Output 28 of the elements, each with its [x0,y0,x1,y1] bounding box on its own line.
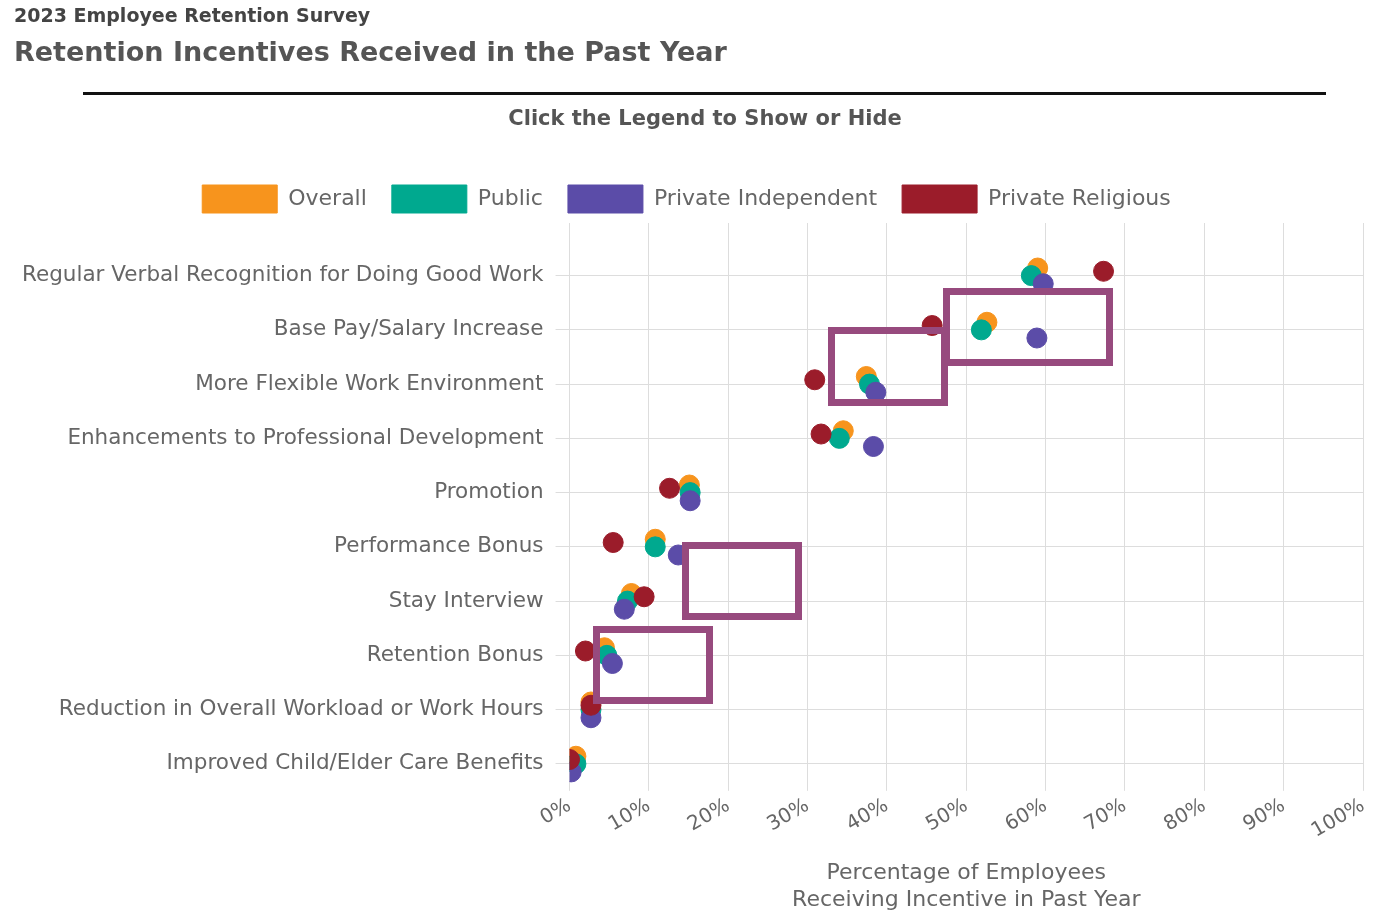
y-tick-label: Reduction in Overall Workload or Work Hours [58,695,544,721]
legend-label: Private Independent [653,184,878,210]
x-axis-title: Percentage of Employees Receiving Incentive in Past Year [792,859,1142,911]
x-tick-label: 10% [603,792,654,836]
x-tick-label: 60% [1000,792,1051,836]
y-tick-label: Improved Child/Elder Care Benefits [166,749,544,775]
y-tick-label: More Flexible Work Environment [195,369,544,395]
x-tick-label: 20% [682,792,734,836]
chart-title: Retention Incentives Received in the Past Year [14,36,727,67]
legend-label: Private Religious [988,184,1171,210]
x-tick-label: 90% [1238,792,1289,836]
legend-label: Overall [288,184,367,210]
x-tick-label: 40% [841,792,893,836]
y-tick-label: Retention Bonus [366,640,544,666]
text: 2023 Employee Retention Survey [14,4,371,26]
legend-label: Public [477,184,543,210]
y-tick-label: Performance Bonus [334,532,544,558]
y-tick-label: Enhancements to Professional Development [67,423,544,449]
x-tick-label: 70% [1079,792,1131,836]
x-tick-label: 30% [762,792,813,836]
y-tick-label: Promotion [434,478,544,504]
x-tick-label: 0% [535,792,575,829]
y-tick-label: Base Pay/Salary Increase [273,315,544,341]
x-tick-label: 80% [1158,792,1210,836]
y-tick-label: Regular Verbal Recognition for Doing Good Work [21,261,545,287]
y-tick-label: Stay Interview [388,586,544,612]
text: Click the Legend to Show or Hide [507,106,903,130]
x-tick-label: 50% [920,792,972,836]
